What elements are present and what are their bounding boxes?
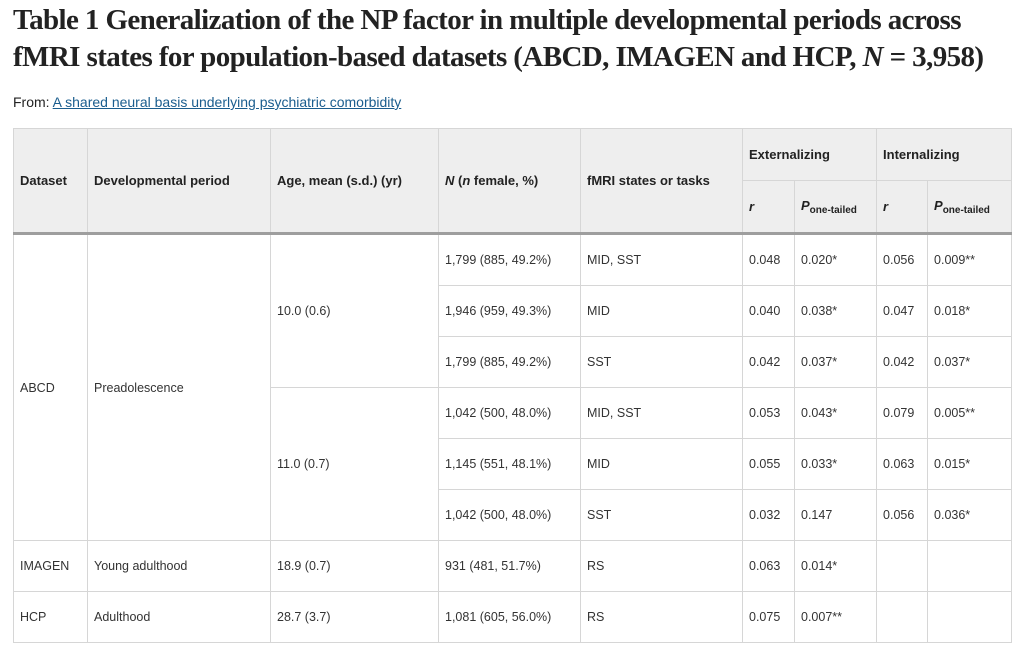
cell-ext-r: 0.055 [742,438,795,490]
col-int-r: r [876,180,929,235]
cell-int-r [876,591,929,643]
col-n-open: ( [454,173,463,188]
article-link[interactable]: A shared neural basis underlying psychia… [52,94,402,110]
cell-age: 18.9 (0.7) [270,540,439,592]
cell-ext-r: 0.063 [742,540,795,592]
cell-state: MID, SST [580,232,743,286]
int-p-symbol: P [934,197,943,213]
col-period: Developmental period [87,128,271,234]
table-row: 1,145 (551, 48.1%) MID 0.055 0.033* 0.06… [14,438,1013,490]
ext-p-subscript: one-tailed [809,204,857,216]
cell-state: SST [580,489,743,541]
cell-ext-r: 0.048 [742,232,795,286]
period-preadolescence: Preadolescence [87,232,271,541]
col-dataset: Dataset [13,128,88,234]
cell-int-r: 0.047 [876,285,929,337]
cell-int-r: 0.063 [876,438,929,490]
table-row: ABCD Preadolescence 10.0 (0.6) 1,799 (88… [13,232,1013,541]
dataset-abcd: ABCD [13,232,88,541]
subheader-row: r Pone-tailed r Pone-tailed [14,180,1013,235]
cell-n: 1,042 (500, 48.0%) [438,489,581,541]
cell-ext-r: 0.075 [742,591,795,643]
col-states: fMRI states or tasks [580,128,743,234]
cell-int-p: 0.018* [927,285,1013,337]
header-row: Dataset Developmental period Age, mean (… [13,128,1013,234]
cell-int-r: 0.079 [876,387,929,439]
cell-int-r: 0.056 [876,232,929,286]
title-n-symbol: N [862,41,884,73]
int-p-subscript: one-tailed [942,204,990,216]
cell-ext-r: 0.042 [742,336,795,388]
table-row: 11.0 (0.7) 1,042 (500, 48.0%) MID, SST 0… [14,387,1013,541]
cell-int-p [927,540,1013,592]
cell-ext-p: 0.147 [793,489,878,541]
ext-r-symbol: r [749,199,755,214]
cell-n: 1,042 (500, 48.0%) [438,387,581,439]
table-title: Table 1 Generalization of the NP factor … [13,2,1018,76]
cell-state: MID, SST [580,387,743,439]
title-n-value: = 3,958) [882,41,985,73]
cell-n: 1,799 (885, 49.2%) [438,336,581,388]
col-ext-r: r [742,180,795,235]
age-group-2: 11.0 (0.7) [270,387,439,541]
cell-state: RS [580,540,743,592]
cell-int-p: 0.037* [927,336,1013,388]
col-int-p: Pone-tailed [927,180,1013,235]
cell-state: MID [580,285,743,337]
cell-int-p: 0.005** [927,387,1013,439]
cell-period: Young adulthood [87,540,271,592]
source-line: From: A shared neural basis underlying p… [13,94,401,110]
col-ext-p: Pone-tailed [793,180,878,235]
col-internalizing: Internalizing [876,128,1013,181]
title-text: Table 1 Generalization of the NP factor … [13,4,961,73]
cell-int-r: 0.056 [876,489,929,541]
cell-ext-r: 0.040 [742,285,795,337]
cell-int-p: 0.036* [927,489,1013,541]
ext-p-symbol: P [801,197,810,213]
cell-n: 1,799 (885, 49.2%) [438,232,581,286]
cell-int-r: 0.042 [876,336,929,388]
cell-ext-p: 0.007** [793,591,878,643]
int-r-symbol: r [883,199,889,214]
cell-state: SST [580,336,743,388]
age-group-1: 10.0 (0.6) [270,232,439,388]
cell-period: Adulthood [87,591,271,643]
from-label: From: [13,94,53,110]
cell-ext-p: 0.014* [793,540,878,592]
cell-dataset: IMAGEN [13,540,88,592]
cell-ext-p: 0.038* [793,285,878,337]
cell-int-r [876,540,929,592]
cell-int-p [927,591,1013,643]
cell-ext-r: 0.032 [742,489,795,541]
cell-ext-r: 0.053 [742,387,795,439]
cell-int-p: 0.009** [927,232,1013,286]
table-row: 1,042 (500, 48.0%) SST 0.032 0.147 0.056… [14,489,1013,541]
table-row: IMAGEN Young adulthood 18.9 (0.7) 931 (4… [13,540,1013,592]
cell-ext-p: 0.037* [793,336,878,388]
cell-ext-p: 0.033* [793,438,878,490]
col-externalizing: Externalizing [741,128,878,181]
table-row: 1,799 (885, 49.2%) SST 0.042 0.037* 0.04… [14,336,1013,388]
cell-dataset: HCP [13,591,88,643]
cell-ext-p: 0.020* [793,232,878,286]
cell-n: 1,946 (959, 49.3%) [438,285,581,337]
cell-ext-p: 0.043* [793,387,878,439]
data-table: Dataset Developmental period Age, mean (… [13,128,1013,643]
table-row: HCP Adulthood 28.7 (3.7) 1,081 (605, 56.… [13,591,1013,643]
cell-n: 1,145 (551, 48.1%) [438,438,581,490]
col-n-symbol: N [445,173,455,188]
col-age: Age, mean (s.d.) (yr) [270,128,439,234]
cell-state: RS [580,591,743,643]
cell-int-p: 0.015* [927,438,1013,490]
col-n-lower: n [462,173,471,188]
col-n: N (n female, %) [438,128,581,234]
cell-n: 1,081 (605, 56.0%) [438,591,581,643]
cell-state: MID [580,438,743,490]
cell-n: 931 (481, 51.7%) [438,540,581,592]
col-n-rest: female, %) [470,173,539,188]
cell-age: 28.7 (3.7) [270,591,439,643]
